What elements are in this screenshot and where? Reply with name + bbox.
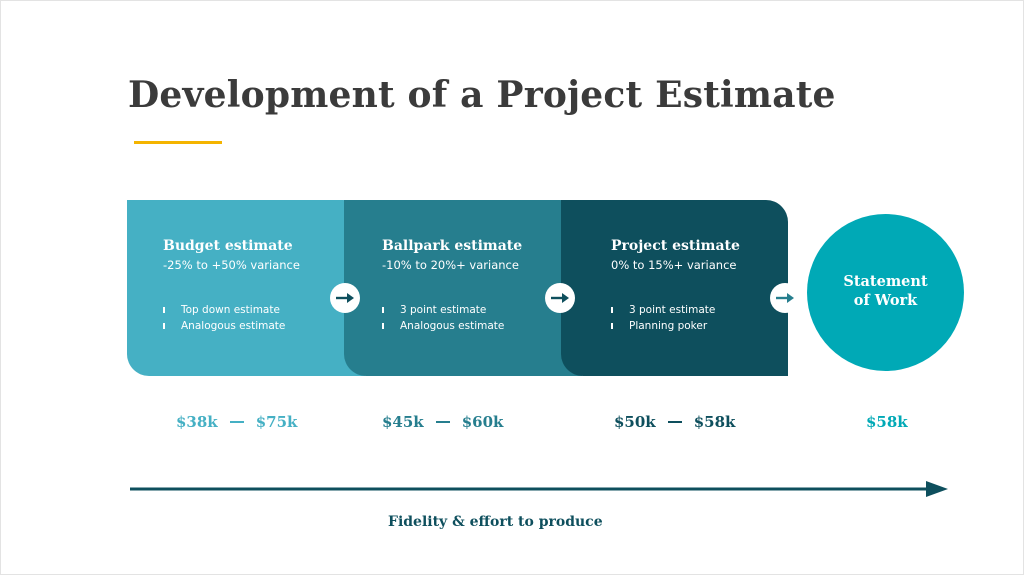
range-dash (229, 420, 244, 423)
stage-title: Budget estimate (163, 238, 293, 254)
range-budget: $38k $75k (176, 413, 297, 431)
list-item: 3 point estimate (382, 302, 504, 318)
long-arrow-right-icon (130, 481, 948, 497)
range-dash (435, 420, 450, 423)
range-low: $45k (382, 413, 424, 431)
slide-title: Development of a Project Estimate (128, 74, 836, 116)
range-statement: $58k (866, 413, 908, 431)
arrow-right-icon (770, 283, 800, 313)
stage-variance: -10% to 20%+ variance (382, 258, 519, 272)
range-project: $50k $58k (614, 413, 735, 431)
list-item: 3 point estimate (611, 302, 715, 318)
range-dash (667, 420, 682, 423)
range-ballpark: $45k $60k (382, 413, 503, 431)
arrow-right-icon (545, 283, 575, 313)
stage-project-estimate: Project estimate 0% to 15%+ variance 3 p… (561, 200, 788, 376)
stage-budget-estimate: Budget estimate -25% to +50% variance To… (127, 200, 365, 376)
range-low: $50k (614, 413, 656, 431)
stage-item-list: 3 point estimate Planning poker (611, 302, 715, 334)
statement-of-work-circle: Statement of Work (807, 214, 964, 371)
stage-title: Ballpark estimate (382, 238, 523, 254)
list-item: Planning poker (611, 318, 715, 334)
range-low: $38k (176, 413, 218, 431)
range-high: $75k (255, 413, 298, 431)
list-item: Top down estimate (163, 302, 285, 318)
stage-item-list: Top down estimate Analogous estimate (163, 302, 285, 334)
stage-ballpark-estimate: Ballpark estimate -10% to 20%+ variance … (344, 200, 582, 376)
statement-of-work-label: Statement of Work (807, 272, 964, 310)
title-underline (134, 141, 222, 144)
statement-line-2: of Work (853, 292, 918, 309)
list-item: Analogous estimate (163, 318, 285, 334)
statement-line-1: Statement (843, 273, 928, 290)
range-high: $60k (461, 413, 504, 431)
arrow-right-icon (330, 283, 360, 313)
stage-variance: 0% to 15%+ variance (611, 258, 737, 272)
stage-variance: -25% to +50% variance (163, 258, 300, 272)
list-item: Analogous estimate (382, 318, 504, 334)
stage-item-list: 3 point estimate Analogous estimate (382, 302, 504, 334)
range-high: $58k (693, 413, 736, 431)
stage-title: Project estimate (611, 238, 740, 254)
axis-label: Fidelity & effort to produce (388, 514, 603, 530)
range-value: $58k (866, 413, 908, 431)
